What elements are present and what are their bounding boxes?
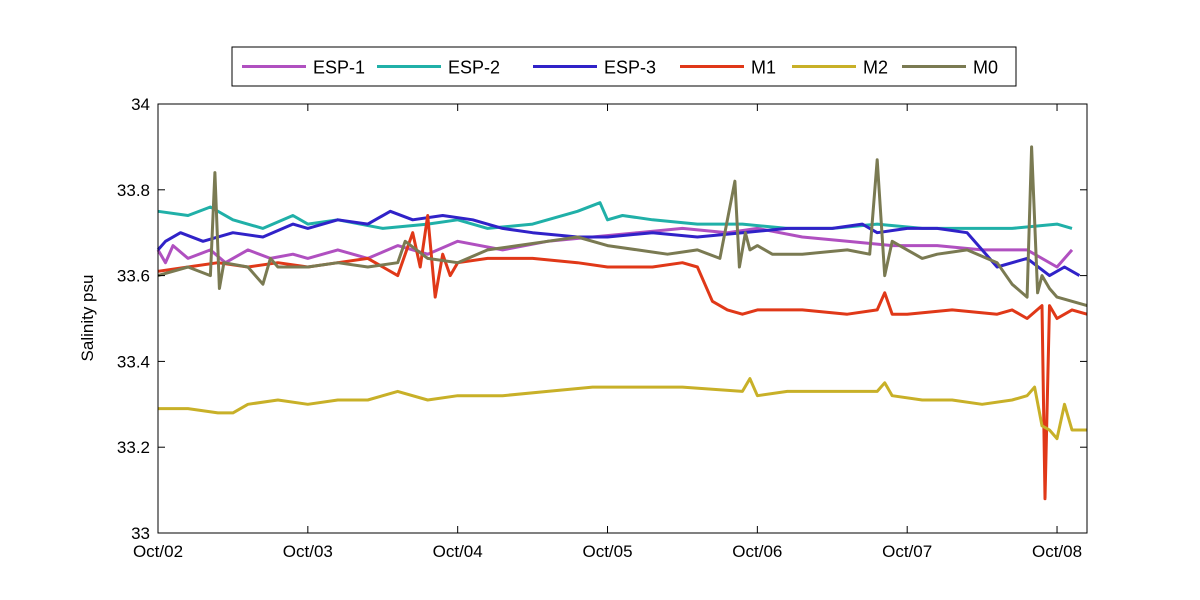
y-tick-label: 33.2 — [117, 438, 150, 457]
series-layer — [156, 145, 1088, 501]
y-tick-label: 33.8 — [117, 181, 150, 200]
x-tick-label: Oct/05 — [582, 542, 632, 561]
legend-box — [231, 46, 1017, 87]
x-tick-label: Oct/02 — [133, 542, 183, 561]
x-tick-label: Oct/03 — [283, 542, 333, 561]
y-tick-label: 34 — [131, 95, 150, 114]
legend-label-m2: M2 — [863, 58, 888, 78]
series-line-m2 — [158, 377, 1087, 441]
legend-label-esp-1: ESP-1 — [313, 58, 365, 78]
plot-background — [158, 104, 1087, 533]
x-tick-label: Oct/08 — [1032, 542, 1082, 561]
legend-label-m1: M1 — [751, 58, 776, 78]
axes-layer: Oct/02 Oct/03 Oct/04 Oct/05 Oct/06 Oct/07 Oct/… — [117, 95, 1087, 561]
x-tick-label: Oct/07 — [882, 542, 932, 561]
legend-label-esp-3: ESP-3 — [604, 58, 656, 78]
series-line-esp-2 — [157, 201, 1073, 230]
plot-frame — [157, 103, 1088, 534]
legend-label-m0: M0 — [973, 58, 998, 78]
x-tick-label: Oct/06 — [732, 542, 782, 561]
legend-label-esp-2: ESP-2 — [448, 58, 500, 78]
series-line-m1 — [157, 214, 1088, 501]
y-tick-label: 33.6 — [117, 267, 150, 286]
x-tick-label: Oct/04 — [433, 542, 483, 561]
y-axis-label: Salinity psu — [78, 275, 97, 362]
y-tick-label: 33.4 — [117, 352, 150, 371]
legend: ESP-1 ESP-2 ESP-3 M1 M2 M0 — [231, 46, 1017, 87]
y-tick-label: 33 — [131, 524, 150, 543]
series-line-m0 — [157, 145, 1088, 308]
